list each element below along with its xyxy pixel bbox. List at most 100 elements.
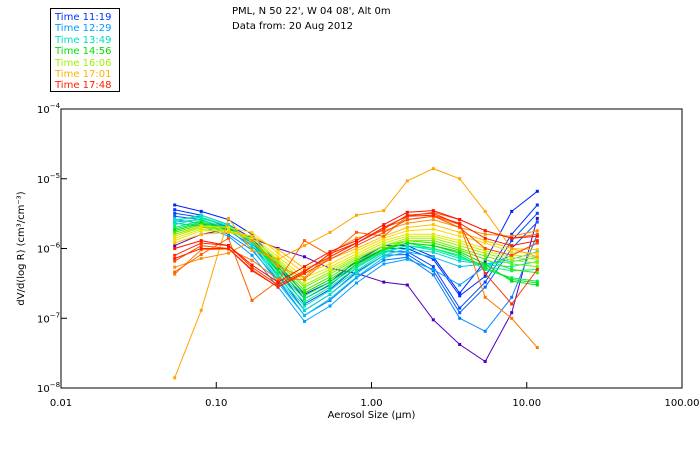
data-point bbox=[227, 232, 230, 236]
data-point bbox=[355, 244, 358, 248]
legend-item: Time 16:06 bbox=[55, 57, 112, 69]
data-point bbox=[458, 250, 462, 254]
y-tick-label: 10−6 bbox=[37, 242, 61, 256]
x-axis: 0.01 0.10 1.00 10.00 100.00 bbox=[50, 382, 700, 409]
data-point bbox=[483, 232, 487, 236]
data-point bbox=[276, 273, 280, 277]
data-point bbox=[328, 292, 332, 296]
data-point bbox=[535, 268, 539, 271]
data-point bbox=[355, 236, 358, 240]
data-point bbox=[535, 346, 539, 350]
data-point bbox=[250, 239, 254, 243]
date-info: Data from: 20 Aug 2012 bbox=[232, 21, 353, 32]
data-point bbox=[276, 264, 280, 268]
data-point bbox=[382, 234, 386, 238]
data-point bbox=[431, 318, 435, 322]
data-point bbox=[199, 247, 203, 250]
data-point bbox=[199, 224, 203, 228]
data-point bbox=[483, 266, 487, 270]
chart-legend: Time 11:19 Time 12:29 Time 13:49 Time 14… bbox=[50, 8, 120, 92]
data-point bbox=[458, 239, 462, 243]
data-point bbox=[535, 241, 539, 245]
data-point bbox=[483, 285, 487, 289]
data-point bbox=[328, 277, 332, 281]
data-point bbox=[510, 253, 514, 257]
data-point bbox=[227, 230, 230, 234]
data-point bbox=[276, 275, 280, 279]
data-point bbox=[382, 280, 386, 284]
data-point bbox=[250, 241, 254, 245]
data-point bbox=[483, 257, 487, 261]
data-point bbox=[328, 268, 332, 271]
data-point bbox=[355, 259, 358, 263]
data-point bbox=[510, 316, 514, 320]
data-point bbox=[458, 226, 462, 229]
data-point bbox=[173, 272, 177, 276]
data-point bbox=[458, 248, 462, 252]
data-point bbox=[431, 218, 435, 222]
data-point bbox=[355, 275, 358, 279]
data-point bbox=[431, 213, 435, 217]
data-point bbox=[483, 249, 487, 253]
data-point bbox=[199, 241, 203, 245]
data-point bbox=[173, 208, 177, 212]
x-axis-title: Aerosol Size (µm) bbox=[328, 410, 416, 421]
data-point bbox=[227, 234, 230, 238]
data-point bbox=[382, 241, 386, 245]
data-point bbox=[458, 306, 462, 310]
legend-item: Time 11:19 bbox=[55, 12, 112, 23]
data-point bbox=[328, 255, 332, 259]
data-point bbox=[227, 226, 230, 229]
data-point bbox=[250, 253, 254, 257]
data-point bbox=[250, 230, 254, 234]
data-point bbox=[276, 277, 280, 281]
data-point bbox=[173, 219, 177, 223]
data-point bbox=[483, 251, 487, 255]
data-point bbox=[173, 232, 177, 236]
data-point bbox=[405, 255, 409, 259]
legend-item: Time 12:29 bbox=[55, 23, 112, 35]
data-point bbox=[199, 308, 203, 312]
data-point bbox=[431, 241, 435, 245]
data-point bbox=[303, 319, 306, 323]
data-point bbox=[405, 229, 409, 233]
data-point bbox=[405, 250, 409, 254]
data-point bbox=[458, 311, 462, 315]
data-point bbox=[199, 227, 203, 231]
data-point bbox=[405, 210, 409, 214]
data-point bbox=[199, 229, 203, 233]
data-point bbox=[250, 258, 254, 262]
data-point bbox=[303, 270, 306, 274]
data-point bbox=[355, 264, 358, 268]
data-point bbox=[510, 250, 514, 254]
data-point bbox=[173, 244, 177, 248]
data-point bbox=[483, 247, 487, 250]
x-tick-label: 0.01 bbox=[50, 398, 72, 409]
data-point bbox=[405, 214, 409, 218]
data-point bbox=[250, 269, 254, 273]
data-point bbox=[458, 230, 462, 234]
data-point bbox=[199, 244, 203, 248]
data-point bbox=[405, 239, 409, 243]
data-point bbox=[535, 250, 539, 254]
y-tick-label: 10−8 bbox=[37, 381, 60, 395]
data-point bbox=[227, 236, 230, 240]
data-point bbox=[431, 232, 435, 236]
data-point bbox=[483, 259, 487, 263]
data-point bbox=[458, 221, 462, 225]
data-point bbox=[355, 247, 358, 250]
data-point bbox=[303, 239, 306, 243]
data-point bbox=[227, 251, 230, 255]
data-point bbox=[173, 257, 177, 260]
data-point bbox=[483, 229, 487, 233]
data-point bbox=[276, 251, 280, 255]
data-point bbox=[328, 230, 332, 234]
data-point bbox=[328, 280, 332, 284]
data-point bbox=[510, 239, 514, 243]
data-point bbox=[483, 329, 487, 333]
data-point bbox=[303, 291, 306, 295]
data-point bbox=[405, 221, 409, 225]
data-point bbox=[483, 274, 487, 278]
data-point bbox=[173, 253, 177, 257]
data-point bbox=[355, 263, 358, 266]
